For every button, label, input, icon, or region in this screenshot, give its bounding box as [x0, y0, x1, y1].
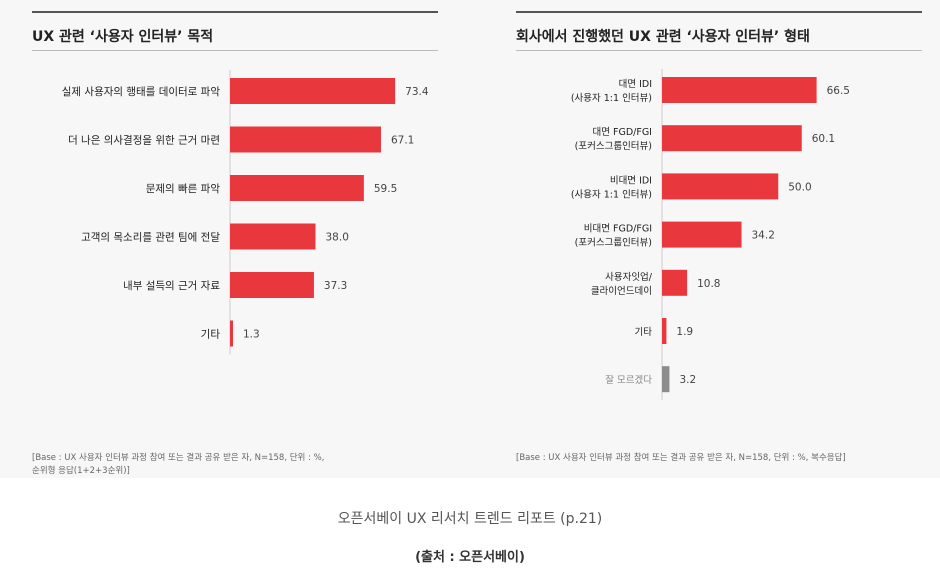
figure-caption: 오픈서베이 UX 리서치 트렌드 리포트 (p.21)	[337, 511, 603, 527]
bar	[230, 126, 381, 153]
bar	[662, 318, 667, 344]
category-label: 사용자잇업/클라이언드데이	[591, 271, 653, 297]
bar	[662, 173, 779, 200]
value-label: 34.2	[752, 230, 775, 242]
chart-title: UX 관련 ‘사용자 인터뷰’ 목적	[32, 29, 214, 45]
value-label: 50.0	[788, 181, 811, 193]
purpose-bars: 실제 사용자의 행태를 데이터로 파악 73.4 더 나은 의사결정을 위한 근거 …	[62, 70, 429, 355]
chart-note: [Base : UX 사용자 인터뷰 과정 참여 또는 결과 공유 받은 자, …	[516, 453, 846, 463]
figure-source: (출처 : 오픈서베이)	[415, 550, 525, 565]
top-rule	[516, 11, 922, 13]
bar	[662, 221, 742, 248]
purpose-chart: UX 관련 ‘사용자 인터뷰’ 목적 실제 사용자의 행태를 데이터로 파악 73…	[0, 0, 470, 478]
format-chart: 회사에서 진행했던 UX 관련 ‘사용자 인터뷰’ 형태 대면 IDI (사용자 …	[484, 0, 940, 478]
value-label: 1.9	[676, 326, 693, 338]
category-label: 실제 사용자의 행태를 데이터로 파악	[62, 86, 221, 98]
title-rule	[516, 50, 922, 51]
category-label: 비대면 IDI (사용자 1:1 인터뷰)	[571, 175, 652, 200]
bar	[230, 223, 316, 250]
value-label: 10.8	[697, 278, 720, 290]
category-label: 고객의 목소리를 관련 팀에 전달	[81, 232, 220, 244]
format-bars: 대면 IDI (사용자 1:1 인터뷰) 66.5 대면 FGD/FGI (포커스그룹인…	[571, 69, 850, 401]
category-label: 내부 설득의 근거 자료	[123, 280, 220, 292]
value-label: 38.0	[326, 232, 349, 244]
value-label: 66.5	[827, 85, 850, 97]
bar	[662, 77, 817, 103]
category-label: 대면 IDI (사용자 1:1 인터뷰)	[571, 79, 652, 104]
category-label: 문제의 빠른 파악	[146, 183, 221, 195]
value-label: 73.4	[405, 86, 429, 98]
category-label: 잘 모르겠다	[605, 374, 652, 386]
bar	[230, 78, 396, 104]
category-label: 기타	[201, 329, 221, 341]
chart-title: 회사에서 진행했던 UX 관련 ‘사용자 인터뷰’ 형태	[516, 29, 810, 45]
report-figure: UX 관련 ‘사용자 인터뷰’ 목적 실제 사용자의 행태를 데이터로 파악 73…	[0, 0, 940, 478]
bar	[662, 269, 688, 296]
chart-note: [Base : UX 사용자 인터뷰 과정 참여 또는 결과 공유 받은 자, …	[32, 453, 325, 476]
title-rule	[32, 50, 438, 51]
top-rule	[32, 11, 438, 13]
value-label: 60.1	[812, 133, 835, 145]
category-label: 비대면 FGD/FGI (포커스그룹인터뷰)	[575, 224, 652, 249]
value-label: 67.1	[391, 135, 414, 147]
category-label: 기타	[635, 327, 653, 338]
category-label: 더 나은 의사결정을 위한 근거 마련	[68, 134, 220, 147]
bar	[230, 320, 233, 347]
category-label: 대면 FGD/FGI (포커스그룹인터뷰)	[575, 127, 652, 152]
bar	[230, 175, 364, 201]
value-label: 59.5	[374, 183, 397, 195]
bar	[230, 272, 314, 298]
bar	[662, 366, 670, 393]
value-label: 37.3	[324, 280, 347, 292]
value-label: 1.3	[243, 329, 260, 341]
value-label: 3.2	[679, 374, 696, 386]
bar	[662, 125, 802, 152]
